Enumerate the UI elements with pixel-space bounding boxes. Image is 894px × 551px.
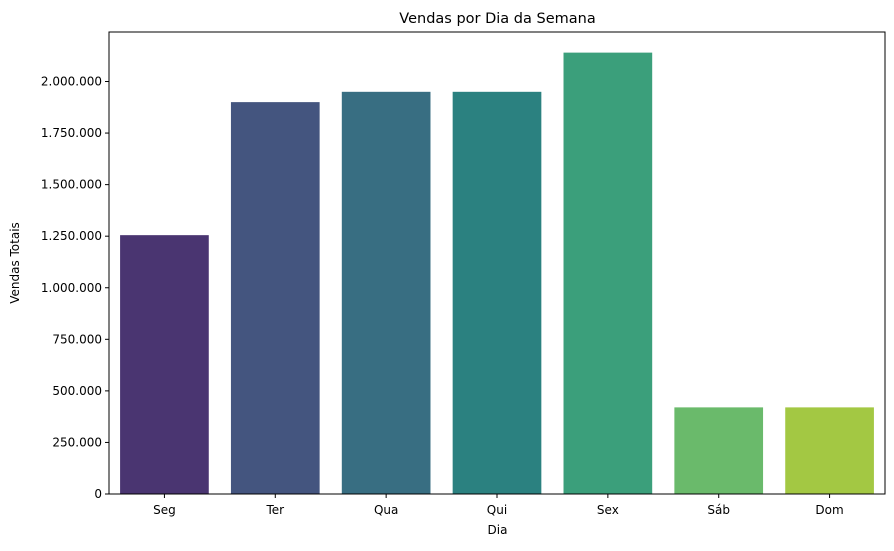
plot-frame	[108, 31, 886, 495]
bar-sex	[563, 52, 653, 494]
bars-layer	[120, 52, 874, 494]
bar-sáb	[674, 407, 764, 494]
y-tick-label: 750.000	[52, 332, 102, 346]
bar-qui	[452, 91, 542, 494]
x-tick-label: Ter	[265, 503, 284, 517]
y-tick-label: 250.000	[52, 435, 102, 449]
x-tick-label: Sex	[597, 503, 619, 517]
y-tick-label: 1.000.000	[41, 281, 102, 295]
y-tick-label: 1.750.000	[41, 126, 102, 140]
x-tick-label: Seg	[153, 503, 176, 517]
x-tick-label: Dom	[815, 503, 843, 517]
bar-qua	[341, 91, 431, 494]
x-tick-label: Sáb	[707, 503, 730, 517]
y-tick-label: 2.000.000	[41, 75, 102, 89]
y-tick-label: 500.000	[52, 384, 102, 398]
bar-seg	[120, 235, 209, 494]
y-tick-label: 1.250.000	[41, 229, 102, 243]
x-axis-ticks: Seg Ter Qua Qui Sex Sáb Dom	[153, 494, 844, 517]
bar-dom	[785, 407, 874, 494]
x-tick-label: Qua	[374, 503, 398, 517]
chart-title: Vendas por Dia da Semana	[399, 11, 595, 27]
x-axis-label: Dia	[488, 523, 508, 537]
x-tick-label: Qui	[487, 503, 507, 517]
bar-ter	[230, 102, 320, 494]
y-axis-label: Vendas Totais	[8, 222, 22, 304]
y-axis-ticks: 0 250.000 500.000 750.000 1.000.000 1.250.000…	[41, 75, 109, 501]
y-tick-label: 1.500.000	[41, 178, 102, 192]
y-tick-label: 0	[94, 487, 102, 501]
